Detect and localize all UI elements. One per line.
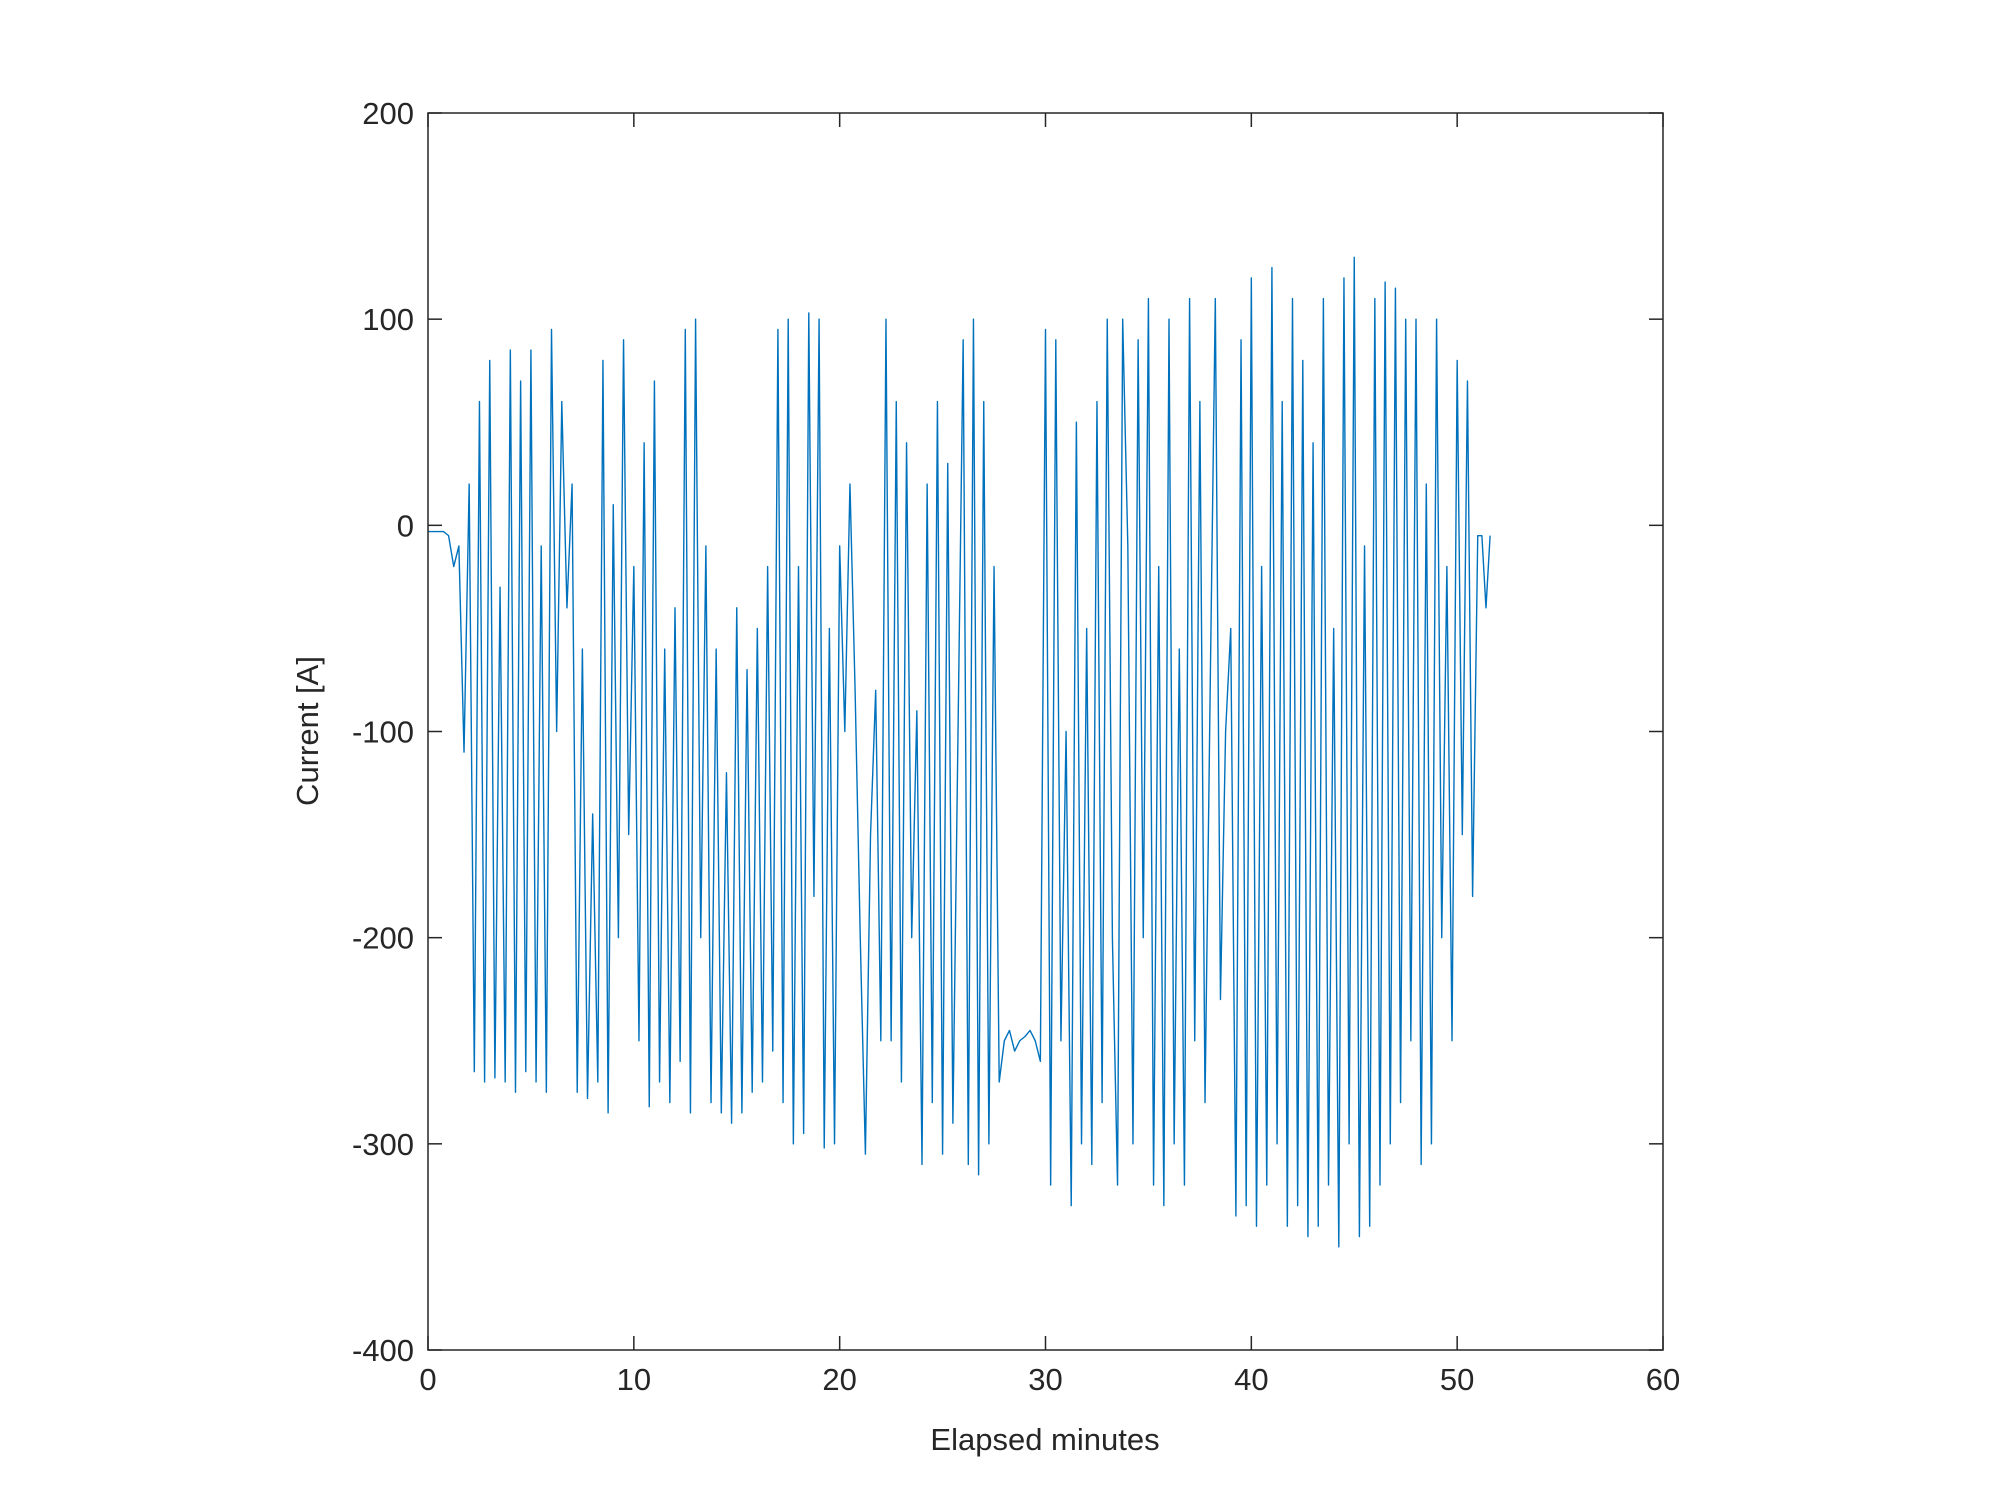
- y-tick-label: 200: [362, 96, 414, 131]
- y-tick-label: -200: [352, 921, 414, 956]
- plot-frame: [427, 112, 1664, 1351]
- y-axis-label: Current [A]: [290, 656, 325, 806]
- y-tick-label: 100: [362, 302, 414, 337]
- y-tick-label: -100: [352, 715, 414, 750]
- x-tick-label: 10: [617, 1362, 651, 1397]
- x-tick-label: 60: [1646, 1362, 1680, 1397]
- x-tick-label: 40: [1234, 1362, 1268, 1397]
- y-tick-label: -400: [352, 1333, 414, 1368]
- y-tick-label: 0: [397, 508, 414, 543]
- x-tick-label: 0: [419, 1362, 436, 1397]
- y-tick-label: -300: [352, 1127, 414, 1162]
- x-tick-label: 30: [1028, 1362, 1062, 1397]
- data-line: [428, 256, 1491, 1248]
- x-tick-label: 20: [822, 1362, 856, 1397]
- x-tick-label: 50: [1440, 1362, 1474, 1397]
- x-axis-label: Elapsed minutes: [930, 1422, 1159, 1457]
